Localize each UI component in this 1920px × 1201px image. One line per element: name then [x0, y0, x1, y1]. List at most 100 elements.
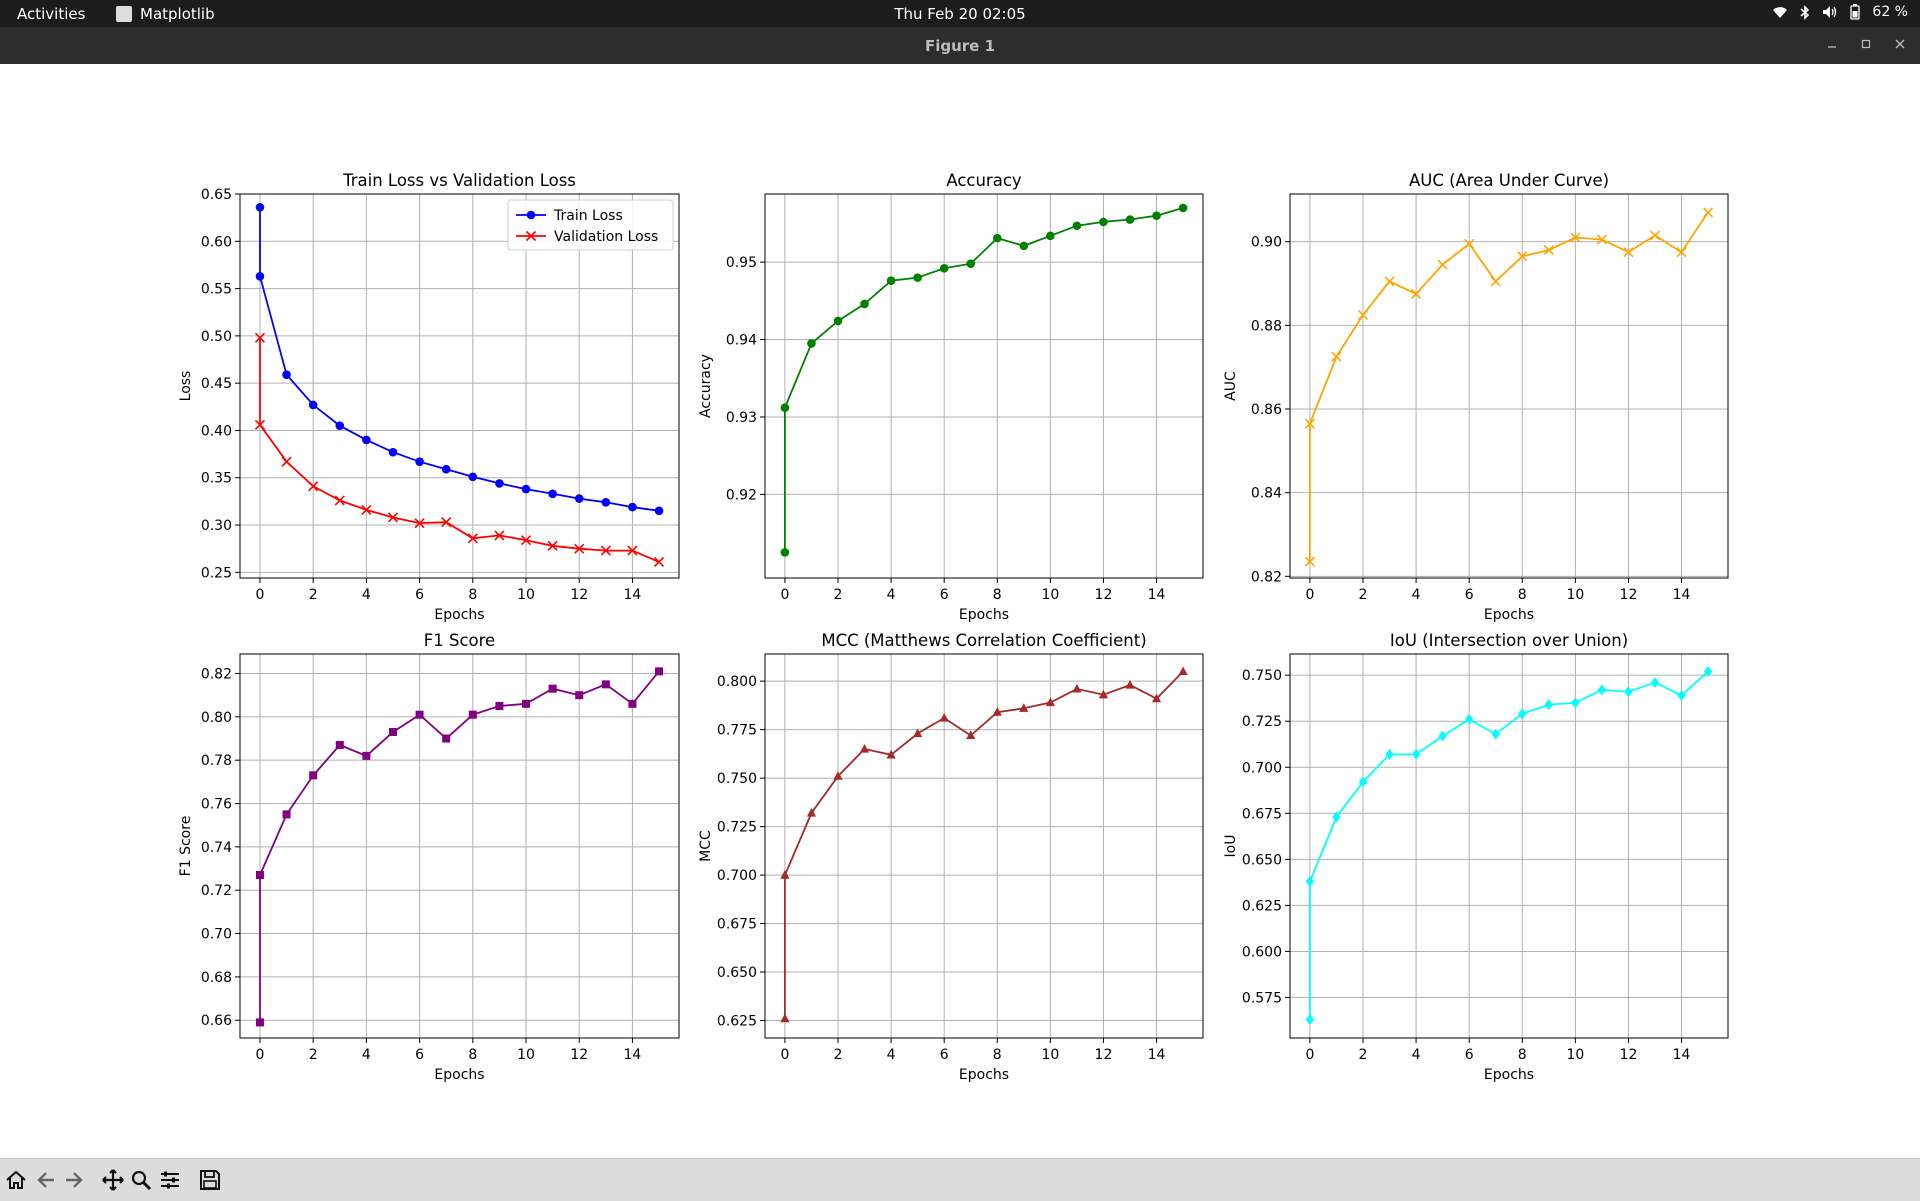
- data-point: [1178, 666, 1188, 676]
- series-1: [780, 666, 1188, 1023]
- x-tick-label: 10: [517, 1047, 535, 1063]
- series-1: [780, 203, 1188, 557]
- x-tick-label: 6: [1465, 1047, 1474, 1063]
- data-point: [1437, 259, 1448, 270]
- y-axis-label: MCC: [698, 830, 714, 862]
- data-point: [255, 271, 265, 281]
- data-point: [1411, 748, 1421, 760]
- data-point: [1332, 811, 1341, 823]
- y-tick-label: 0.750: [717, 771, 757, 787]
- data-point: [1357, 309, 1369, 320]
- minimize-button[interactable]: [1822, 35, 1842, 55]
- x-tick-label: 2: [309, 587, 318, 603]
- data-point: [414, 518, 425, 529]
- data-point: [255, 1018, 264, 1027]
- y-tick-label: 0.725: [1242, 714, 1282, 730]
- system-tray[interactable]: 62 %: [1772, 4, 1908, 20]
- zoom-button[interactable]: [128, 1167, 154, 1193]
- y-axis-label: F1 Score: [178, 816, 194, 877]
- data-point: [966, 730, 976, 740]
- data-point: [1518, 708, 1527, 720]
- y-tick-label: 0.650: [717, 965, 757, 981]
- legend-box: [507, 199, 674, 251]
- x-tick-label: 10: [1566, 1047, 1584, 1063]
- close-button[interactable]: [1890, 35, 1910, 55]
- data-point: [1384, 276, 1395, 287]
- data-point: [653, 556, 665, 567]
- legend-entry: Train Loss: [516, 208, 623, 224]
- figure-canvas[interactable]: 0 2 4 6 8 10 12 14 0.25 0.30 0.35 0.40 0.45 0.50 0.55 0…: [0, 64, 1920, 1158]
- data-point: [361, 504, 372, 515]
- data-point: [415, 457, 424, 466]
- forward-button[interactable]: [61, 1167, 87, 1193]
- data-point: [254, 419, 266, 430]
- data-point: [780, 403, 790, 412]
- data-point: [335, 421, 345, 431]
- navigation-toolbar: [0, 1158, 1920, 1201]
- x-axis-label: Epochs: [434, 1067, 484, 1083]
- y-tick-label: 0.30: [201, 518, 232, 534]
- y-tick-label: 0.700: [1242, 760, 1282, 776]
- activities-button[interactable]: Activities: [17, 5, 86, 23]
- data-point: [1596, 234, 1607, 245]
- x-tick-label: 4: [887, 1047, 896, 1063]
- data-point: [1072, 221, 1082, 231]
- data-point: [655, 667, 664, 676]
- x-tick-label: 10: [1566, 587, 1584, 603]
- chart-title: AUC (Area Under Curve): [1409, 171, 1609, 190]
- x-tick-label: 6: [1465, 587, 1474, 603]
- data-point: [1676, 247, 1687, 258]
- app-menu[interactable]: Matplotlib: [116, 5, 215, 23]
- data-point: [575, 691, 584, 700]
- maximize-button[interactable]: [1856, 35, 1876, 55]
- x-tick-label: 0: [780, 1047, 789, 1063]
- data-point: [886, 749, 896, 759]
- x-axis-label: Epochs: [959, 1067, 1009, 1083]
- home-button[interactable]: [3, 1167, 29, 1193]
- data-point: [860, 299, 869, 309]
- data-point: [1438, 730, 1447, 742]
- back-button[interactable]: [33, 1167, 59, 1193]
- data-point: [308, 481, 319, 492]
- pan-button[interactable]: [100, 1167, 126, 1193]
- forward-arrow-icon: [66, 1172, 83, 1188]
- y-tick-label: 0.35: [201, 471, 232, 487]
- y-tick-label: 0.775: [717, 723, 757, 739]
- x-tick-label: 12: [1095, 587, 1113, 603]
- y-tick-label: 0.68: [201, 970, 232, 986]
- chart-title: IoU (Intersection over Union): [1390, 631, 1628, 650]
- data-point: [1649, 230, 1661, 241]
- data-point: [601, 498, 611, 507]
- data-point: [1464, 238, 1475, 249]
- y-tick-label: 0.86: [1251, 402, 1282, 418]
- data-point: [282, 810, 291, 819]
- data-point: [1178, 203, 1188, 213]
- y-tick-label: 0.82: [201, 667, 232, 683]
- clock[interactable]: Thu Feb 20 02:05: [894, 5, 1026, 23]
- configure-subplots-button[interactable]: [157, 1167, 183, 1193]
- series-2: [254, 332, 665, 567]
- data-point: [495, 479, 504, 488]
- chart-1: 0 2 4 6 8 10 12 14 0.25 0.30 0.35 0.40 0.45 0.50 0.55 0…: [178, 171, 680, 623]
- data-point: [282, 370, 291, 379]
- data-point: [1677, 689, 1686, 701]
- data-point: [255, 871, 264, 880]
- series-line: [1309, 211, 1709, 562]
- window-title-bar[interactable]: Figure 1: [0, 27, 1920, 64]
- save-button[interactable]: [197, 1167, 223, 1193]
- x-tick-label: 4: [362, 587, 371, 603]
- axes-frame: [1289, 653, 1729, 1039]
- data-point: [468, 472, 478, 482]
- axes-frame: [764, 193, 1204, 579]
- data-point: [1304, 556, 1315, 567]
- data-point: [807, 339, 816, 348]
- y-tick-label: 0.70: [201, 927, 232, 943]
- data-point: [1624, 686, 1633, 698]
- data-point: [1358, 776, 1368, 788]
- x-tick-label: 8: [468, 587, 477, 603]
- close-icon: [1895, 39, 1905, 49]
- data-point: [966, 259, 976, 268]
- data-point: [362, 751, 371, 760]
- x-tick-label: 0: [1305, 587, 1314, 603]
- x-tick-label: 12: [1620, 587, 1638, 603]
